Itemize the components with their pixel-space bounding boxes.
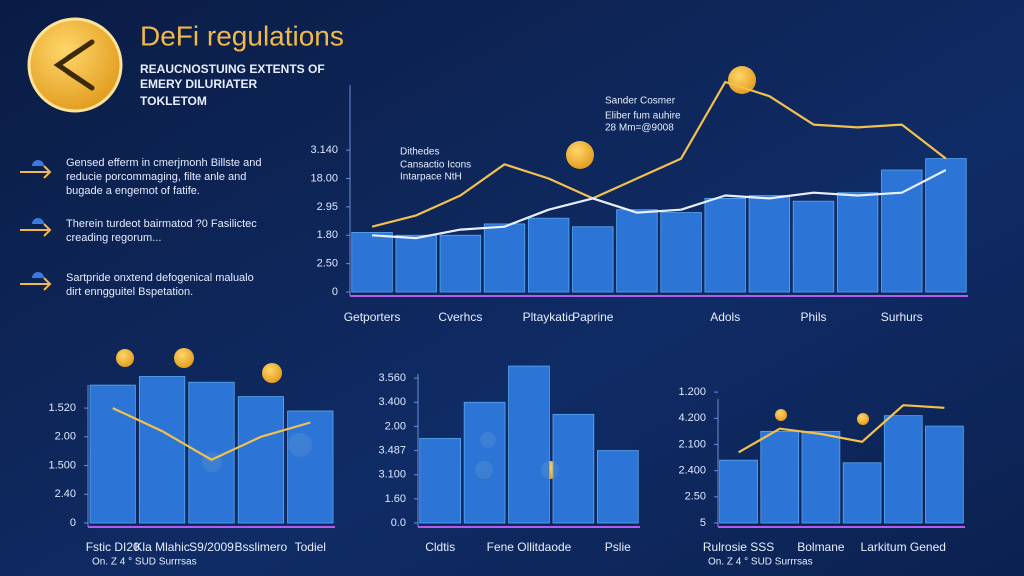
y-tick-label: 3.100 xyxy=(378,469,406,481)
bar xyxy=(287,410,334,524)
bar xyxy=(842,462,882,524)
x-tick-label: Getporters xyxy=(344,310,401,324)
y-tick-label: 3.560 xyxy=(378,372,406,384)
bullet-icons xyxy=(20,160,52,291)
y-tick-label: 0 xyxy=(70,517,76,529)
annotation: 28 Mm=@9008 xyxy=(605,123,674,134)
bar xyxy=(552,413,595,524)
logo-symbol xyxy=(53,39,95,91)
y-tick-label: 1.500 xyxy=(48,459,76,471)
line xyxy=(372,169,947,240)
line xyxy=(112,407,311,461)
y-tick-label: 2.50 xyxy=(685,491,706,503)
y-tick-label: 2.400 xyxy=(678,465,706,477)
bar xyxy=(719,459,758,524)
y-tick-label: 1.60 xyxy=(385,493,406,505)
y-tick-label: 2.00 xyxy=(55,431,76,443)
y-tick-label: 18.00 xyxy=(310,172,338,184)
y-tick-label: 2.40 xyxy=(55,488,76,500)
y-tick-label: 3.400 xyxy=(378,396,406,408)
bar xyxy=(760,430,800,524)
x-tick-label: Paprine xyxy=(572,310,614,324)
bullet-text: reducie porcommaging, filte anle and xyxy=(66,171,246,183)
bar xyxy=(836,192,879,293)
y-tick-label: 1.200 xyxy=(678,386,706,398)
x-tick-label: Pltaykatio xyxy=(523,310,575,324)
bar xyxy=(801,430,841,524)
x-tick-label: Fene Ollitdaode xyxy=(487,540,572,554)
bar xyxy=(508,365,550,524)
bar xyxy=(925,158,967,293)
bullet-text: Sartpride onxtend defogenical malualo xyxy=(66,272,254,284)
y-tick-label: 1.80 xyxy=(317,229,338,241)
logo-coin xyxy=(27,17,123,113)
bullet-text: bugade a engemot of fatife. xyxy=(66,185,200,197)
x-tick-label: Larkitum Gened xyxy=(861,540,946,554)
y-tick-label: 3.487 xyxy=(378,444,406,456)
x-tick-label: Phils xyxy=(800,310,826,324)
note: On. Z 4 ° SUD Surrrsas xyxy=(708,557,813,568)
bar xyxy=(660,212,702,293)
annotation: Sander Cosmer xyxy=(605,96,676,107)
x-tick-label: Cverhcs xyxy=(438,310,482,324)
bar xyxy=(792,200,835,293)
bullet-text: dirt enngguitel Bspetation. xyxy=(66,286,193,298)
bar xyxy=(351,232,393,293)
note: On. Z 4 ° SUD Surrrsas xyxy=(92,557,197,568)
bar xyxy=(596,450,639,524)
subtitle: TOKLETOM xyxy=(140,94,207,108)
x-tick-label: Cldtis xyxy=(425,540,455,554)
y-tick-label: 2.100 xyxy=(678,438,706,450)
bar xyxy=(419,438,462,524)
title: DeFi regulations xyxy=(140,20,344,51)
bar xyxy=(439,234,482,293)
bar xyxy=(527,217,570,293)
y-tick-label: 2.50 xyxy=(317,258,338,270)
bar xyxy=(881,169,923,293)
bar xyxy=(616,209,658,293)
bar xyxy=(138,376,186,524)
y-tick-label: 5 xyxy=(700,517,706,529)
subtitle: EMERY DILURIATER xyxy=(140,77,257,91)
bar xyxy=(883,415,923,524)
bar xyxy=(483,223,526,293)
bar xyxy=(463,401,506,524)
bullet-text: creading regorum... xyxy=(66,232,161,244)
bar xyxy=(395,234,437,293)
y-tick-label: 2.00 xyxy=(385,420,406,432)
x-tick-label: Fstic DI20 xyxy=(86,540,140,554)
bullet-text: Gensed efferm in cmerjmonh Billste and xyxy=(66,157,261,169)
bar xyxy=(89,384,136,524)
annotation: Intarpace NtH xyxy=(400,172,462,183)
y-tick-label: 0.0 xyxy=(391,517,406,529)
x-tick-label: Kla Mlahic xyxy=(134,540,189,554)
bar xyxy=(925,425,964,524)
x-tick-label: Surhurs xyxy=(881,310,923,324)
y-tick-label: 4.200 xyxy=(678,412,706,424)
x-tick-label: Pslie xyxy=(605,540,631,554)
y-tick-label: 2.95 xyxy=(317,201,338,213)
x-tick-label: Bolmane xyxy=(797,540,845,554)
subtitle: REAUCNOSTUING EXTENTS OF xyxy=(140,62,325,76)
bar xyxy=(704,197,746,293)
annotation: Dithedes xyxy=(400,147,439,158)
bar xyxy=(237,396,285,524)
line xyxy=(371,80,947,228)
x-tick-label: Rulrosie SSS xyxy=(703,540,774,554)
y-tick-label: 3.140 xyxy=(310,144,338,156)
x-tick-label: Bsslimero xyxy=(235,540,288,554)
bar xyxy=(572,226,614,293)
x-tick-label: Adols xyxy=(710,310,740,324)
y-tick-label: 1.520 xyxy=(48,402,76,414)
x-tick-label: S9/2009 xyxy=(189,540,234,554)
annotation: Eliber fum auhire xyxy=(605,111,681,122)
bar xyxy=(748,195,791,293)
x-tick-label: Todiel xyxy=(295,540,326,554)
bullet-text: Therein turdeot bairmatod ?0 Fasilictec xyxy=(66,218,257,230)
line xyxy=(738,404,945,454)
annotation: Cansactio Icons xyxy=(400,160,471,171)
y-tick-label: 0 xyxy=(332,286,338,298)
